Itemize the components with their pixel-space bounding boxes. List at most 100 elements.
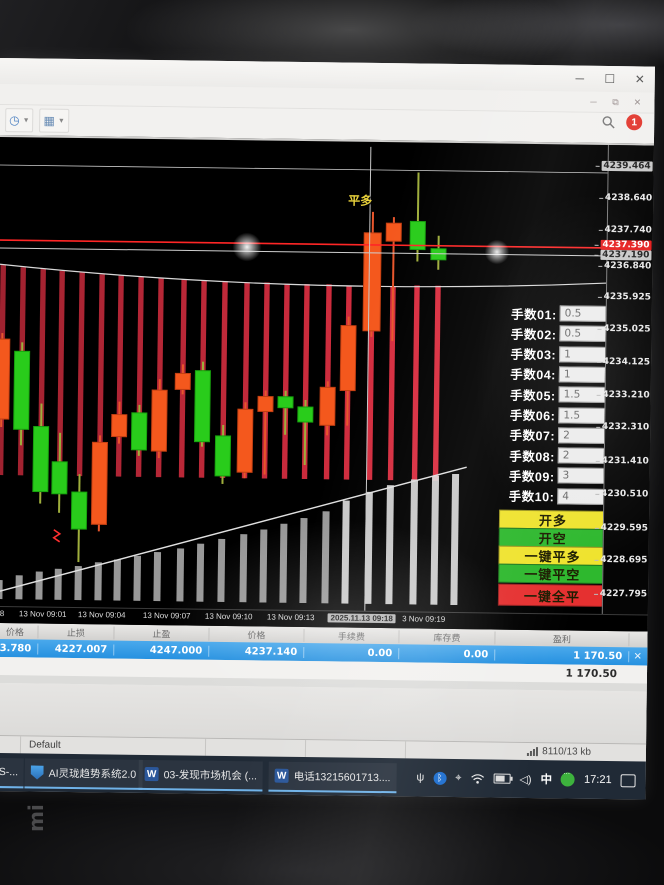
- bull-candle: [277, 396, 294, 409]
- lot-input[interactable]: 1: [558, 366, 612, 383]
- volume-bar: [153, 552, 162, 602]
- trade-button-一键平空[interactable]: 一键平空: [498, 563, 607, 584]
- bluetooth-icon[interactable]: ᛒ: [433, 771, 447, 785]
- status-cell: [205, 738, 307, 758]
- lot-label: 手数01:: [511, 307, 557, 322]
- ask-price-line: [0, 239, 608, 249]
- volume-bar: [409, 479, 419, 605]
- order-cell: 4227.007: [38, 643, 115, 656]
- bear-candle: [0, 338, 11, 420]
- usb-icon[interactable]: ψ: [416, 771, 425, 784]
- taskbar-item[interactable]: W 电话13215601713....: [268, 761, 397, 794]
- action-center-icon[interactable]: [620, 773, 636, 787]
- lot-label: 手数06:: [509, 408, 556, 424]
- bear-candle: [150, 389, 168, 452]
- bear-candle: [319, 386, 336, 426]
- status-cell: [305, 740, 407, 759]
- minimize-icon[interactable]: ─: [575, 71, 585, 86]
- input-method-indicator[interactable]: 中: [540, 774, 553, 787]
- taskbar-item-label: GS-...: [0, 765, 19, 779]
- volume-bar: [430, 475, 440, 605]
- lot-row: 手数01: 0.5: [497, 304, 612, 324]
- traffic-bars-icon: [527, 747, 539, 757]
- column-header: 止损: [38, 625, 115, 640]
- bear-candle: [339, 324, 357, 392]
- price-tick-label: 4231.410: [601, 455, 649, 467]
- template-icon: ▦: [43, 113, 56, 128]
- taskbar-item[interactable]: W 03-发现市场机会 (...: [138, 759, 264, 792]
- price-tick-label: 4235.025: [603, 323, 651, 335]
- child-close-icon[interactable]: ✕: [633, 96, 642, 107]
- close-icon[interactable]: ✕: [634, 72, 645, 87]
- bull-candle: [193, 370, 211, 443]
- volume-bar: [217, 538, 226, 602]
- volume-bar: [113, 559, 121, 601]
- time-tick-label: 3 Nov 09:19: [402, 614, 446, 624]
- price-tick-label: 4230.510: [601, 488, 649, 500]
- order-cell: 0.00: [304, 646, 400, 659]
- notification-badge[interactable]: 1: [626, 114, 643, 131]
- bear-candle: [111, 413, 128, 438]
- mouse-icon[interactable]: ⌖: [455, 771, 462, 784]
- lot-row: 手数09: 3: [494, 466, 610, 486]
- volume-bar: [196, 543, 205, 602]
- column-header: 手续费: [304, 628, 400, 643]
- bear-candle: [90, 441, 108, 525]
- volume-bar: [94, 562, 102, 601]
- price-tick-label: 4234.125: [602, 356, 651, 368]
- indicator-stripe: [411, 285, 420, 481]
- wifi-icon[interactable]: [470, 773, 484, 784]
- column-header: 止盈: [114, 626, 210, 641]
- bull-candle: [70, 491, 88, 530]
- bid-price-line: [0, 247, 608, 257]
- wechat-icon[interactable]: [560, 772, 576, 787]
- lot-label: 手数10:: [508, 489, 555, 505]
- order-label: 平多: [348, 193, 373, 208]
- lot-label: 手数09:: [508, 469, 555, 485]
- chevron-down-icon: ▼: [22, 116, 30, 124]
- child-minimize-icon[interactable]: ─: [590, 96, 597, 107]
- bull-candle: [130, 412, 148, 451]
- chevron-down-icon: ▼: [57, 117, 65, 125]
- taskbar-clock[interactable]: 17:21: [583, 773, 612, 787]
- volume-bar: [450, 473, 460, 606]
- volume-bar: [176, 548, 185, 602]
- close-order-icon[interactable]: ✕: [633, 650, 642, 662]
- lot-label: 手数05:: [509, 388, 556, 403]
- taskbar-item[interactable]: GS-...: [0, 757, 25, 789]
- search-icon[interactable]: [601, 114, 616, 129]
- speaker-icon[interactable]: ◁): [519, 773, 532, 786]
- bear-candle: [385, 222, 402, 242]
- time-tick-label: 13 Nov 09:04: [77, 610, 126, 620]
- tool-dropdown-2[interactable]: ▦ ▼: [39, 108, 70, 133]
- lot-row: 手数08: 2: [495, 446, 610, 466]
- price-tick-label: 4235.925: [603, 291, 651, 303]
- price-tick-label: 4237.740: [604, 224, 652, 236]
- taskbar-item[interactable]: AI灵珑趋势系统2.0: [24, 758, 143, 790]
- battery-icon[interactable]: [493, 773, 511, 784]
- lot-input[interactable]: 0.5: [559, 305, 612, 323]
- column-header: 价格: [209, 627, 305, 642]
- time-tick-label: 13 Nov 09:10: [204, 611, 253, 622]
- laptop-screen: ─ ☐ ✕ ─ ⧉ ✕ ◷ ▼ ▦ ▼ 1 平多 手数01: 0.5 手数02: 0.…: [0, 58, 655, 800]
- time-tick-label: 13 Nov 09:01: [18, 609, 67, 619]
- lot-input[interactable]: 3: [557, 467, 610, 485]
- tool-dropdown-1[interactable]: ◷ ▼: [5, 108, 34, 133]
- bear-candle: [257, 395, 274, 413]
- time-tick-label: 13 Nov 09:13: [266, 612, 315, 623]
- child-restore-icon[interactable]: ⧉: [612, 96, 619, 107]
- volume-bar: [385, 485, 394, 605]
- bull-candle: [13, 350, 31, 430]
- price-tick-label: 4228.695: [600, 554, 648, 566]
- column-header: 库存费: [399, 629, 496, 645]
- system-tray: ψ ᛒ ⌖ ◁) 中 17:21: [416, 759, 646, 800]
- taskbar-item-label: AI灵珑趋势系统2.0: [48, 767, 137, 781]
- column-header: 价格: [0, 624, 39, 639]
- price-tick-label: 4227.795: [599, 588, 648, 600]
- word-icon: W: [144, 766, 159, 782]
- price-axis[interactable]: 4239.464 4238.640 4237.740 4237.390 4237.190…: [599, 144, 654, 616]
- maximize-icon[interactable]: ☐: [604, 71, 616, 87]
- trendline: [0, 466, 467, 594]
- trade-button-一键全平[interactable]: 一键全平: [497, 583, 607, 607]
- time-tick-label: 13 Nov 09:07: [142, 610, 191, 621]
